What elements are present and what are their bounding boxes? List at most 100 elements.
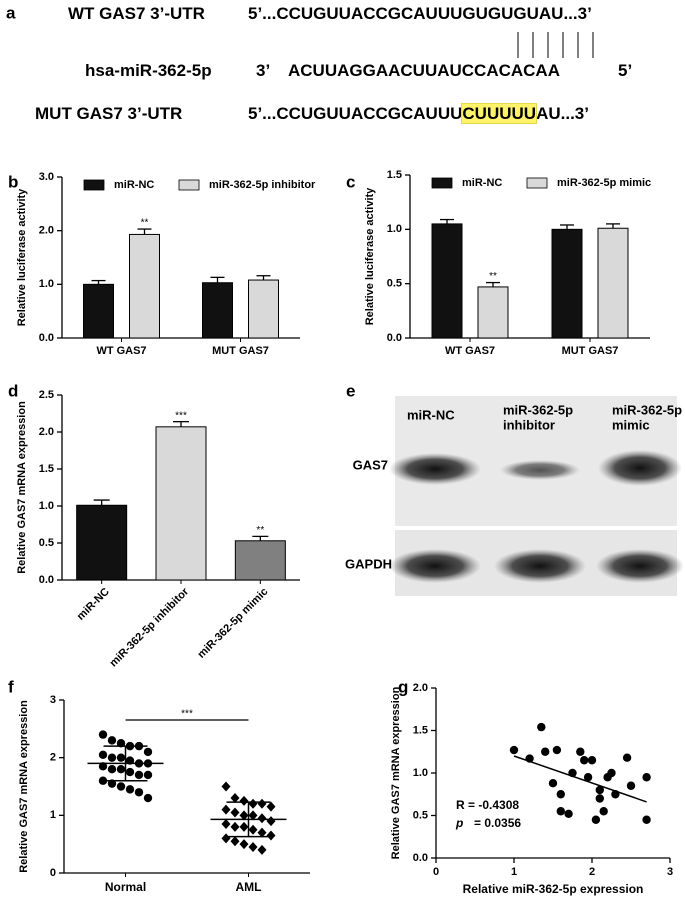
point [221, 781, 231, 792]
legend-label: miR-362-5p mimic [557, 177, 651, 189]
point [143, 770, 153, 780]
blot-band [598, 450, 682, 486]
x-axis-label: Relative miR-362-5p expression [463, 882, 644, 896]
point [509, 745, 519, 755]
y-tick-label: 2.0 [413, 682, 428, 694]
mirna-name: hsa-miR-362-5p [85, 61, 212, 80]
y-tick-label: 0.5 [39, 537, 54, 549]
y-tick-label: 2 [50, 752, 56, 764]
point [580, 756, 589, 765]
error-bar [252, 535, 269, 541]
y-axis-label: Relative GAS7 mRNA expression [16, 401, 28, 574]
error-bar [137, 228, 152, 235]
mut-seq-part: AU...3’ [536, 104, 589, 123]
panel-label: c [346, 172, 355, 191]
point [587, 756, 597, 765]
bar [129, 233, 160, 339]
point [552, 745, 562, 755]
point [98, 730, 108, 739]
point [143, 747, 153, 757]
x-tick-label: 1 [511, 866, 517, 878]
fit-line [513, 755, 647, 803]
bar [477, 286, 509, 339]
y-tick-label: 1.0 [39, 278, 54, 290]
point [257, 827, 267, 838]
wt-name: WT GAS7 3’-UTR [68, 4, 205, 23]
point [221, 833, 231, 844]
point [257, 813, 267, 824]
y-tick-label: 0.0 [387, 332, 402, 344]
error-bar [256, 275, 271, 281]
point [125, 756, 135, 765]
point [221, 818, 231, 829]
point [257, 844, 267, 855]
row-label: GAPDH [345, 556, 392, 571]
panel-label: g [398, 677, 408, 696]
blot-band [389, 453, 481, 485]
wt-sequence: 5’...CCUGUUACCGCAUUUGUGUGUAU...3’ [248, 4, 592, 23]
y-tick-label: 3 [50, 694, 56, 706]
point [583, 773, 593, 782]
point [116, 765, 126, 774]
point [248, 842, 258, 853]
point [248, 798, 258, 809]
annotation: R = -0.4308 [456, 798, 519, 812]
bar [155, 426, 207, 581]
significance: *** [181, 709, 193, 720]
point [134, 788, 144, 797]
point [541, 747, 550, 756]
mirna-sequence: ACUUAGGAACUUAUCCACACAA [288, 61, 560, 80]
y-axis-label: Relative GAS7 mRNA expression [390, 686, 402, 859]
y-tick-label: 0 [50, 867, 56, 879]
point [116, 739, 126, 748]
bar [597, 227, 629, 339]
mut-name: MUT GAS7 3’-UTR [35, 104, 183, 123]
legend-label: miR-NC [462, 177, 502, 189]
panel-label: f [8, 677, 14, 696]
lane-label: inhibitor [503, 417, 555, 432]
annotation: p [455, 816, 463, 830]
bar [202, 282, 233, 339]
significance: ** [489, 271, 497, 282]
panel-label: d [8, 381, 18, 400]
point [98, 762, 108, 771]
legend-label: miR-362-5p inhibitor [209, 179, 316, 191]
y-tick-label: 2.0 [39, 225, 54, 237]
point [622, 753, 632, 762]
point [248, 824, 258, 835]
bar [83, 283, 114, 339]
point [248, 810, 258, 821]
point [576, 747, 585, 756]
y-tick-label: 0.0 [413, 852, 428, 864]
point [125, 785, 135, 794]
x-tick-label: 3 [667, 866, 673, 878]
legend-swatch [431, 177, 453, 189]
mut-sequence: 5’...CCUGUUACCGCAUUUCUUUUUAU...3’ [248, 103, 589, 124]
point [556, 790, 565, 799]
error-bar [486, 281, 500, 287]
lane-label: mimic [612, 417, 650, 432]
y-tick-label: 0.5 [387, 278, 402, 290]
significance: *** [175, 410, 187, 421]
y-tick-label: 1 [50, 809, 56, 821]
point [595, 794, 604, 803]
error-bar [440, 218, 454, 224]
point [537, 722, 546, 732]
point [221, 804, 231, 815]
y-tick-label: 2.5 [39, 389, 54, 401]
significance: ** [256, 525, 264, 536]
pairing-lines [517, 32, 594, 58]
x-tick-label: AML [236, 880, 262, 894]
point [107, 765, 117, 774]
significance: ** [141, 218, 149, 229]
lane-label: miR-362-5p [503, 402, 573, 417]
point [107, 753, 117, 762]
y-axis-label: Relative luciferase activity [16, 188, 28, 326]
legend-label: miR-NC [114, 179, 154, 191]
point [607, 768, 616, 778]
point [143, 793, 153, 803]
legend-swatch [83, 179, 105, 191]
point [266, 816, 276, 827]
